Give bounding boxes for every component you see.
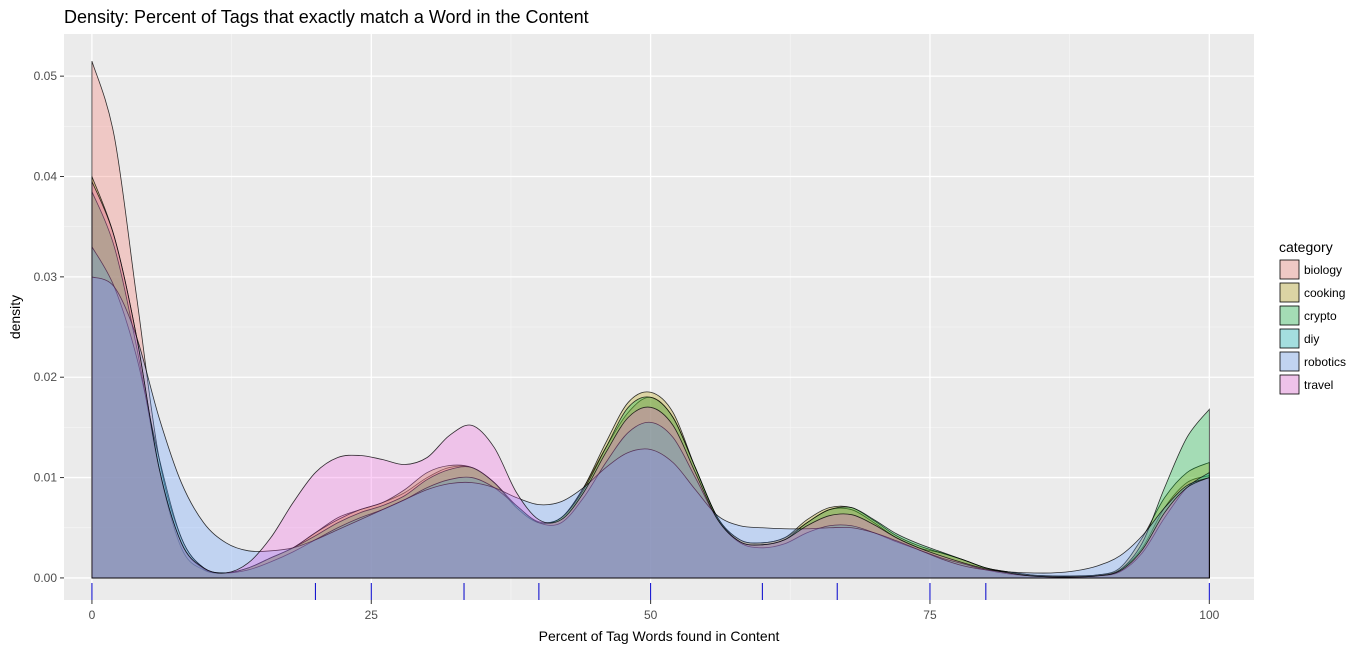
legend-title: category xyxy=(1279,239,1333,255)
density-areas xyxy=(91,60,1210,579)
x-axis-title: Percent of Tag Words found in Content xyxy=(539,628,780,644)
x-tick-label: 75 xyxy=(923,608,937,622)
legend-swatch-crypto xyxy=(1279,305,1300,326)
y-tick-label: 0.03 xyxy=(34,270,58,284)
legend-key-bg xyxy=(1280,283,1299,302)
legend-swatch-biology xyxy=(1279,259,1300,280)
panel-background xyxy=(64,34,1254,600)
legend-label-robotics: robotics xyxy=(1304,355,1346,369)
legend-key-bg xyxy=(1280,306,1299,325)
legend-swatch-travel xyxy=(1279,374,1300,395)
legend-swatch-robotics xyxy=(1279,351,1300,372)
legend-key-bg xyxy=(1280,352,1299,371)
legend-label-crypto: crypto xyxy=(1304,309,1337,323)
legend-label-biology: biology xyxy=(1304,263,1342,277)
legend-key-bg xyxy=(1280,260,1299,279)
rug-marks xyxy=(91,583,1210,600)
y-tick-label: 0.02 xyxy=(34,370,58,384)
y-axis: 0.00 0.01 0.02 0.03 0.04 0.05 xyxy=(34,69,64,585)
x-axis: 0 25 50 75 100 xyxy=(89,600,1220,622)
plot-panel xyxy=(64,34,1254,600)
density-area-robotics xyxy=(91,276,1210,579)
y-tick-label: 0.01 xyxy=(34,471,58,485)
legend-key-bg xyxy=(1280,329,1299,348)
legend: category biology cooking crypto diy robotics… xyxy=(1279,239,1346,395)
x-tick-label: 50 xyxy=(644,608,658,622)
y-tick-label: 0.05 xyxy=(34,69,58,83)
legend-label-travel: travel xyxy=(1304,378,1333,392)
x-tick-label: 100 xyxy=(1199,608,1219,622)
y-tick-label: 0.04 xyxy=(34,170,58,184)
legend-swatch-cooking xyxy=(1279,282,1300,303)
legend-label-diy: diy xyxy=(1304,332,1319,346)
x-tick-label: 0 xyxy=(89,608,96,622)
legend-swatch-diy xyxy=(1279,328,1300,349)
y-tick-label: 0.00 xyxy=(34,571,58,585)
y-axis-title: density xyxy=(7,295,23,339)
chart-title: Density: Percent of Tags that exactly ma… xyxy=(64,7,589,27)
density-area-travel xyxy=(91,181,1210,579)
legend-label-cooking: cooking xyxy=(1304,286,1345,300)
x-tick-label: 25 xyxy=(365,608,379,622)
legend-key-bg xyxy=(1280,375,1299,394)
